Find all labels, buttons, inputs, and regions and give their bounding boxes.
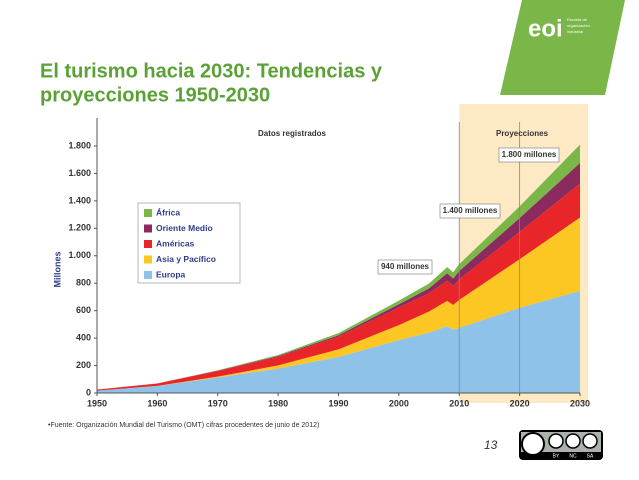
legend-swatch [144,271,152,279]
source: •Fuente: Organización Mundial del Turism… [48,422,319,429]
logo-text: eoi [528,15,563,42]
logo-sub: Escuela de [567,17,588,22]
x-tick-label: 1990 [328,398,348,408]
annotation-box [498,147,560,163]
y-tick-label: 800 [76,278,91,288]
y-tick-label: 400 [76,332,91,342]
legend-label: Oriente Medio [156,223,213,233]
x-tick-label: 1950 [87,398,107,408]
legend-label: Europa [156,269,186,279]
slide-title: proyecciones 1950-2030 [40,84,270,106]
area [97,217,580,391]
y-tick-label: 1.800 [68,140,91,150]
chart: 0 200 400 600 800 1.000 1.200 1.400 1.600 1.800 19… [52,104,590,408]
legend-swatch [144,209,152,217]
annotation: Datos registrados [258,129,327,138]
logo-sub: organización [567,23,590,28]
annotation-box [439,203,501,219]
legend-label: Asia y Pacífico [156,254,216,264]
y-tick-label: 600 [76,305,91,315]
legend-swatch [144,224,152,233]
page-number: 13 [484,438,498,452]
annotation: Proyecciones [496,129,549,138]
legend-swatch [144,240,152,248]
annotation-box [377,259,433,275]
nc-icon [565,433,581,449]
y-tick-label: 0 [86,387,91,397]
legend-label: África [156,207,180,217]
y-tick-label: 200 [76,360,91,370]
y-tick-label: 1.000 [68,250,91,260]
x-tick-label: 2010 [449,398,469,408]
x-tick-label: 2030 [570,398,590,408]
license-label: SA [587,453,594,459]
logo-sub: industrial [567,29,583,34]
sa-icon [582,433,598,449]
legend-swatch [144,255,152,264]
legend-box [137,202,241,284]
y-axis-label: Millones [52,251,62,287]
cc-icon [521,432,545,456]
x-tick-label: 2000 [389,398,409,408]
annotation: 940 millones [381,262,430,271]
y-tick-label: 1.200 [68,223,91,233]
y-tick-label: 1.600 [68,168,91,178]
area [97,183,580,391]
slide-title: El turismo hacia 2030: Tendencias y [40,60,383,82]
x-tick-label: 2020 [510,398,530,408]
annotation: 1.800 millones [502,150,557,159]
license-label: BY [553,453,560,459]
x-tick-label: 1960 [147,398,167,408]
annotation: 1.400 millones [443,206,498,215]
logo-shape [500,0,625,95]
y-tick-label: 1.400 [68,195,91,205]
x-tick-label: 1970 [208,398,228,408]
x-tick-label: 1980 [268,398,288,408]
by-icon [548,433,564,449]
legend-label: Américas [156,238,195,248]
license-label: NC [569,453,577,459]
